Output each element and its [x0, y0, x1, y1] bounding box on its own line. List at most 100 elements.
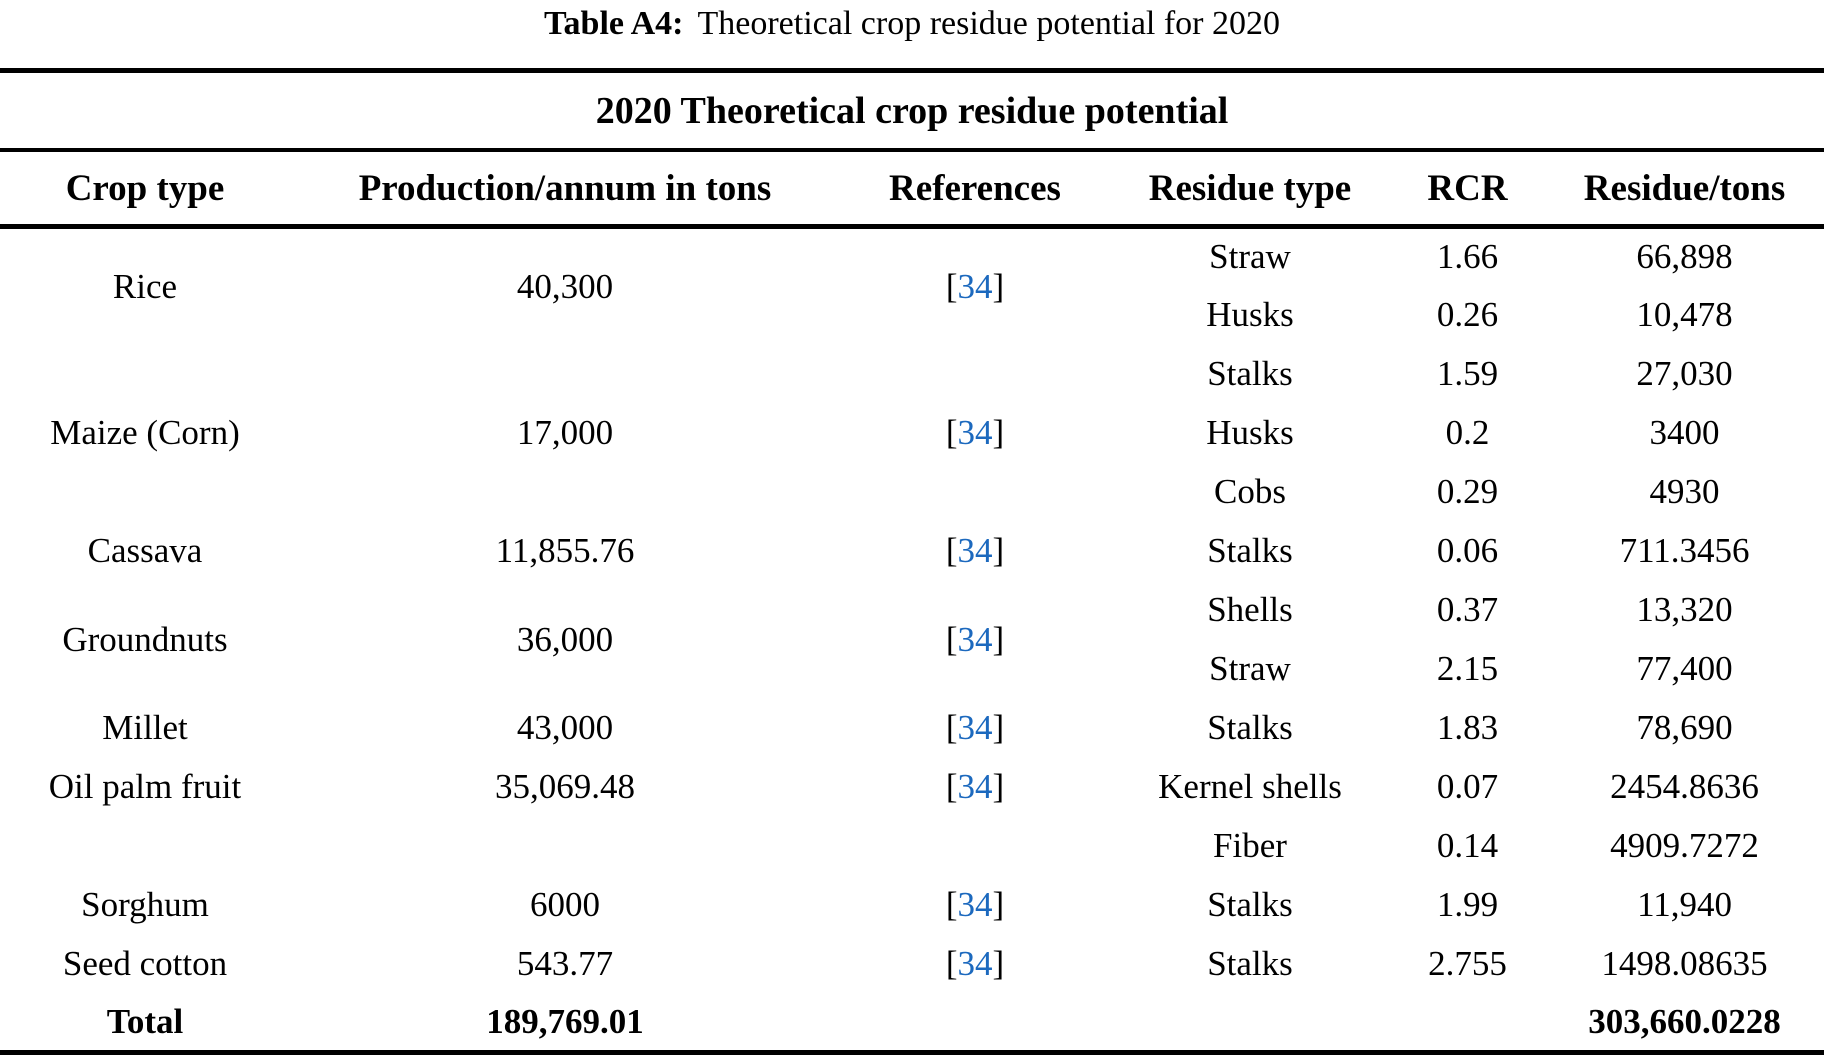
citation-link[interactable]: [34]: [946, 708, 1004, 747]
residue-tons-cell: 11,940: [1637, 885, 1733, 924]
table-row: Sorghum 6000 [34] Stalks 1.99 11,940: [0, 876, 1824, 935]
col-header-residue-tons: Residue/tons: [1545, 150, 1824, 229]
citation-open-bracket: [: [945, 885, 958, 924]
citation-close-bracket: ]: [992, 266, 1005, 306]
total-empty-cell: [840, 994, 1110, 1053]
residue-tons-cell: 10,478: [1636, 295, 1733, 334]
reference-cell: [34]: [840, 876, 1110, 935]
col-header-rcr: RCR: [1390, 150, 1545, 229]
col-header-crop-type: Crop type: [0, 150, 290, 229]
citation-close-bracket: ]: [992, 885, 1005, 924]
residue-type-cell: Stalks: [1207, 531, 1293, 570]
residue-tons-cell: 13,320: [1636, 590, 1733, 629]
total-empty-cell: [1110, 994, 1390, 1053]
reference-cell: [34]: [840, 581, 1110, 699]
residue-type-cell: Husks: [1206, 295, 1294, 334]
table-row: Husks 0.26 10,478: [0, 286, 1824, 345]
crop-cell-empty: [0, 817, 290, 876]
residue-type-cell: Kernel shells: [1158, 767, 1342, 806]
crop-cell: Seed cotton: [62, 944, 228, 983]
table-caption: Table A4: Theoretical crop residue potent…: [0, 0, 1824, 68]
column-header-row: Crop type Production/annum in tons Refer…: [0, 150, 1824, 229]
citation-close-bracket: ]: [992, 619, 1005, 659]
residue-type-cell: Cobs: [1214, 472, 1286, 511]
residue-tons-cell: 77,400: [1636, 649, 1733, 688]
crop-cell: Rice: [112, 266, 178, 306]
crop-cell: Oil palm fruit: [48, 767, 242, 806]
citation-open-bracket: [: [945, 944, 958, 983]
citation-link[interactable]: [34]: [946, 531, 1004, 570]
residue-tons-cell: 4909.7272: [1610, 826, 1759, 865]
residue-type-cell: Stalks: [1207, 944, 1293, 983]
residue-type-cell: Stalks: [1207, 354, 1293, 393]
rcr-cell: 2.15: [1436, 649, 1499, 688]
citation-number: 34: [957, 531, 993, 570]
citation-link[interactable]: [34]: [946, 413, 1004, 452]
table-row: Groundnuts 36,000 [34] Shells 0.37 13,320: [0, 581, 1824, 659]
rcr-cell: 0.14: [1436, 826, 1499, 865]
citation-link[interactable]: [34]: [946, 767, 1004, 806]
citation-link[interactable]: [34]: [946, 944, 1004, 983]
citation-close-bracket: ]: [992, 413, 1005, 452]
reference-cell-empty: [840, 817, 1110, 876]
rcr-cell: 0.29: [1436, 472, 1499, 511]
rcr-cell: 1.83: [1436, 708, 1499, 747]
production-cell: 43,000: [516, 708, 614, 747]
rcr-cell: 1.59: [1436, 354, 1499, 393]
caption-label: Table A4:: [543, 5, 684, 42]
table-row: Cobs 0.29 4930: [0, 463, 1824, 522]
citation-open-bracket: [: [945, 767, 958, 806]
citation-open-bracket: [: [945, 708, 958, 747]
rcr-cell: 1.66: [1436, 237, 1499, 277]
total-label-cell: Total: [106, 1001, 184, 1041]
production-cell: 11,855.76: [495, 531, 635, 570]
production-cell: 17,000: [516, 413, 614, 452]
table-row: Rice 40,300 [34] Straw 1.66 66,898: [0, 227, 1824, 306]
total-row: Total 189,769.01 303,660.0228: [0, 994, 1824, 1053]
col-header-residue-type: Residue type: [1110, 150, 1390, 229]
citation-open-bracket: [: [945, 413, 958, 452]
rcr-cell: 0.26: [1436, 295, 1499, 334]
reference-cell: [34]: [840, 699, 1110, 758]
citation-link[interactable]: [34]: [946, 267, 1004, 306]
table-row: Oil palm fruit 35,069.48 [34] Kernel shells…: [0, 758, 1824, 817]
residue-type-cell: Fiber: [1213, 826, 1287, 865]
table-body: Rice 40,300 [34] Straw 1.66 66,898 Husks 0.26 10…: [0, 227, 1824, 1053]
table-row: Maize (Corn) 17,000 [34] Stalks 1.59 27,030: [0, 345, 1824, 452]
production-cell-empty: [290, 817, 840, 876]
residue-type-cell: Straw: [1209, 237, 1291, 277]
residue-tons-cell: 3400: [1649, 413, 1720, 452]
span-header: 2020 Theoretical crop residue potential: [0, 70, 1824, 152]
citation-open-bracket: [: [945, 266, 958, 306]
rcr-cell: 2.755: [1428, 944, 1507, 983]
crop-cell: Groundnuts: [62, 619, 228, 659]
citation-number: 34: [957, 944, 993, 983]
citation-close-bracket: ]: [992, 708, 1005, 747]
residue-tons-cell: 1498.08635: [1601, 944, 1768, 983]
production-cell: 36,000: [516, 619, 614, 659]
residue-tons-cell: 78,690: [1636, 708, 1733, 747]
crop-cell: Maize (Corn): [50, 413, 240, 452]
citation-number: 34: [957, 413, 993, 452]
crop-residue-table: 2020 Theoretical crop residue potential …: [0, 68, 1824, 1055]
rcr-cell: 1.99: [1436, 885, 1499, 924]
span-header-row: 2020 Theoretical crop residue potential: [0, 70, 1824, 152]
crop-cell: Sorghum: [81, 885, 209, 924]
table-row: Straw 2.15 77,400: [0, 640, 1824, 699]
table-row: Seed cotton 543.77 [34] Stalks 2.755 1498.086…: [0, 935, 1824, 994]
citation-link[interactable]: [34]: [946, 885, 1004, 924]
residue-type-cell: Straw: [1209, 649, 1291, 688]
citation-number: 34: [957, 708, 993, 747]
total-empty-cell: [1390, 994, 1545, 1053]
residue-tons-cell: 2454.8636: [1610, 767, 1759, 806]
citation-link[interactable]: [34]: [946, 620, 1004, 659]
table-row: Husks 0.2 3400: [0, 404, 1824, 463]
residue-type-cell: Stalks: [1207, 885, 1293, 924]
production-cell: 543.77: [516, 944, 614, 983]
total-production-cell: 189,769.01: [486, 1001, 644, 1041]
citation-number: 34: [957, 885, 993, 924]
caption-text: Theoretical crop residue potential for 2…: [697, 5, 1281, 42]
production-cell: 40,300: [516, 266, 614, 306]
production-cell: 6000: [530, 885, 600, 924]
